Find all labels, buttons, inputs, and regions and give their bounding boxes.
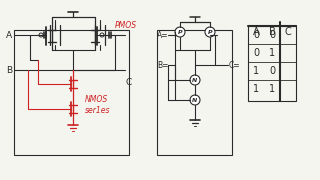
Circle shape — [205, 27, 215, 37]
Text: NMOS
ser1es: NMOS ser1es — [85, 95, 110, 115]
Text: C: C — [284, 27, 292, 37]
Text: 1: 1 — [253, 84, 259, 94]
Bar — [14, 30, 129, 155]
Text: P: P — [208, 30, 212, 35]
Text: 0: 0 — [253, 48, 259, 58]
Text: 1: 1 — [269, 48, 275, 58]
Text: A=: A= — [157, 30, 169, 39]
Text: P: P — [178, 30, 182, 35]
Text: 0: 0 — [269, 30, 275, 40]
Text: 0: 0 — [253, 30, 259, 40]
Circle shape — [190, 95, 200, 105]
Text: N: N — [192, 78, 198, 82]
Text: B=: B= — [157, 60, 169, 69]
Text: N: N — [192, 98, 198, 102]
Text: PMOS: PMOS — [115, 21, 137, 30]
Bar — [248, 26, 296, 101]
Circle shape — [39, 33, 43, 37]
Text: A: A — [253, 27, 259, 37]
Circle shape — [100, 33, 104, 37]
Text: 1: 1 — [253, 66, 259, 76]
Circle shape — [175, 27, 185, 37]
Text: C: C — [126, 78, 132, 87]
Text: B: B — [268, 27, 276, 37]
Text: C=: C= — [229, 60, 241, 69]
Circle shape — [190, 75, 200, 85]
Text: B: B — [6, 66, 12, 75]
Text: 1: 1 — [269, 84, 275, 94]
Text: A: A — [6, 30, 12, 39]
Text: 0: 0 — [269, 66, 275, 76]
Bar — [157, 30, 232, 155]
